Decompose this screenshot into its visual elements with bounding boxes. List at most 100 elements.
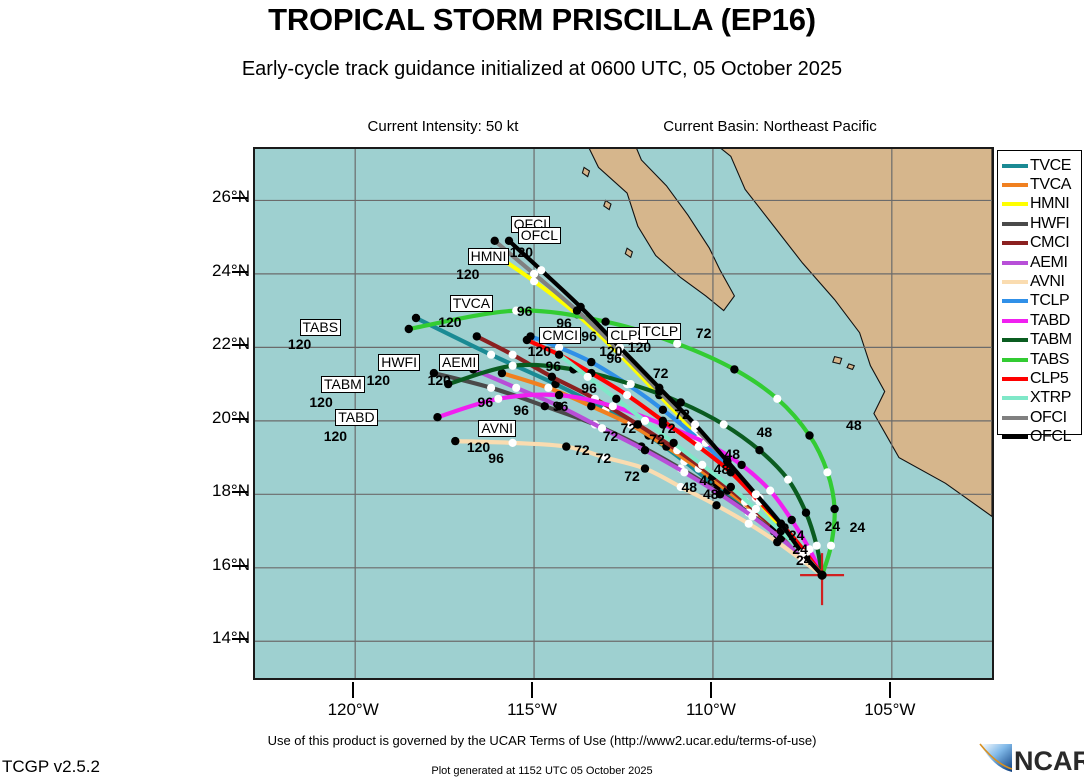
track-marker	[554, 402, 564, 411]
forecast-hour-label: 120	[427, 372, 451, 389]
track-marker	[587, 402, 596, 411]
legend-item-xtrp[interactable]: XTRP	[1002, 389, 1081, 408]
forecast-hour-label: 48	[846, 416, 862, 433]
model-tag-tabd: TABD	[335, 409, 378, 427]
x-tick-label: 105°W	[864, 700, 916, 719]
plot-generated-text: Plot generated at 1152 UTC 05 October 20…	[431, 765, 653, 777]
track-marker	[547, 372, 557, 381]
legend-item-hmni[interactable]: HMNI	[1002, 195, 1081, 214]
track-marker	[508, 361, 517, 370]
forecast-hour-label: 120	[627, 339, 652, 356]
track-marker	[766, 486, 775, 495]
forecast-hour-label: 96	[488, 449, 504, 466]
legend-swatch	[1002, 221, 1028, 226]
legend-item-tabd[interactable]: TABD	[1002, 311, 1081, 330]
legend-item-tvce[interactable]: TVCE	[1002, 156, 1081, 175]
land-polygon-0	[588, 149, 736, 312]
legend-item-avni[interactable]: AVNI	[1002, 272, 1081, 291]
track-marker	[490, 236, 499, 245]
track-marker	[805, 431, 814, 440]
forecast-hour-label: 24	[824, 517, 841, 534]
forecast-hour-label: 24	[788, 526, 805, 543]
x-axis: 120°W 115°W 110°W 105°W	[253, 682, 994, 722]
track-marker	[522, 335, 532, 345]
forecast-hour-label: 96	[477, 394, 494, 411]
legend-swatch	[1002, 396, 1028, 401]
track-marker	[658, 416, 668, 425]
track-marker	[612, 394, 621, 403]
track-marker	[658, 405, 668, 414]
legend-item-cmci[interactable]: CMCI	[1002, 234, 1081, 253]
legend-item-tabs[interactable]: TABS	[1002, 350, 1081, 369]
forecast-hour-label: 96	[516, 302, 533, 319]
legend-item-clp5[interactable]: CLP5	[1002, 369, 1081, 388]
track-marker	[726, 482, 735, 492]
track-marker	[597, 424, 607, 433]
track-marker	[608, 402, 617, 411]
legend-label: TABD	[1030, 311, 1070, 329]
track-marker	[784, 475, 793, 484]
x-tick-label: 110°W	[685, 700, 736, 719]
x-tick-mark	[352, 682, 355, 698]
track-marker	[429, 368, 439, 378]
forecast-hour-label: 120	[309, 394, 333, 411]
legend-item-tabm[interactable]: TABM	[1002, 331, 1081, 350]
ncar-logo: NCAR	[978, 738, 1084, 778]
track-marker	[623, 391, 632, 400]
forecast-hour-label: 120	[509, 243, 534, 260]
track-map-plot[interactable]: TABS TABM TABD HWFI AEMI AVNI TVCA HMNI OFCI OFCL…	[253, 147, 994, 680]
track-marker	[497, 368, 507, 378]
track-marker	[691, 420, 700, 429]
track-tabs	[404, 306, 839, 578]
track-marker	[451, 436, 460, 446]
legend-swatch	[1002, 241, 1028, 246]
y-tick-mark	[232, 344, 248, 347]
track-marker	[676, 482, 685, 492]
track-marker	[487, 383, 496, 392]
track-marker	[773, 537, 782, 547]
forecast-hour-label: 96	[513, 401, 529, 418]
model-tag-tvca: TVCA	[449, 295, 494, 313]
legend-label: TCLP	[1030, 292, 1070, 310]
y-tick-mark	[232, 417, 248, 420]
forecast-hour-label: 96	[545, 357, 562, 374]
y-tick-label: 22°N	[212, 334, 250, 354]
legend-item-hwfi[interactable]: HWFI	[1002, 214, 1081, 233]
track-marker	[512, 306, 521, 315]
track-marker	[730, 365, 739, 374]
legend-item-tclp[interactable]: TCLP	[1002, 292, 1081, 311]
y-tick-label: 14°N	[212, 628, 250, 648]
track-marker	[530, 269, 539, 279]
forecast-hour-label: 120	[287, 335, 312, 352]
current-basin-label: Current Basin: Northeast Pacific	[663, 118, 877, 135]
legend-item-tvca[interactable]: TVCA	[1002, 175, 1081, 194]
forecast-hour-label: 120	[438, 313, 462, 330]
track-marker	[508, 438, 517, 447]
legend-item-ofci[interactable]: OFCI	[1002, 408, 1081, 427]
land-polygon-6	[581, 166, 591, 178]
forecast-tracks	[404, 236, 839, 578]
model-tag-tabm: TABM	[320, 376, 365, 394]
track-marker	[487, 350, 496, 359]
forecast-hour-label: 72	[620, 420, 637, 437]
legend-label: CMCI	[1030, 234, 1070, 252]
forecast-hour-label: 72	[695, 324, 712, 341]
track-marker	[411, 313, 421, 323]
forecast-hour-label: 120	[599, 343, 623, 360]
forecast-hour-label: 96	[552, 398, 569, 415]
version-label: TCGP v2.5.2	[2, 757, 100, 776]
model-legend[interactable]: TVCE TVCA HMNI HWFI CMCI AEMI AVNI TCLP TABD TABM…	[997, 150, 1082, 445]
legend-swatch	[1002, 163, 1028, 168]
legend-item-ofcl[interactable]: OFCL	[1002, 427, 1081, 446]
track-marker	[776, 519, 786, 528]
legend-item-aemi[interactable]: AEMI	[1002, 253, 1081, 272]
track-marker	[626, 380, 635, 389]
track-marker	[751, 504, 760, 514]
y-tick-mark	[232, 638, 248, 641]
track-ofcl	[504, 236, 825, 578]
forecast-hour-label: 72	[574, 442, 590, 459]
legend-swatch	[1002, 435, 1028, 440]
model-tag-cmci: CMCI	[539, 326, 581, 344]
track-marker	[544, 383, 553, 392]
track-marker	[826, 541, 836, 550]
